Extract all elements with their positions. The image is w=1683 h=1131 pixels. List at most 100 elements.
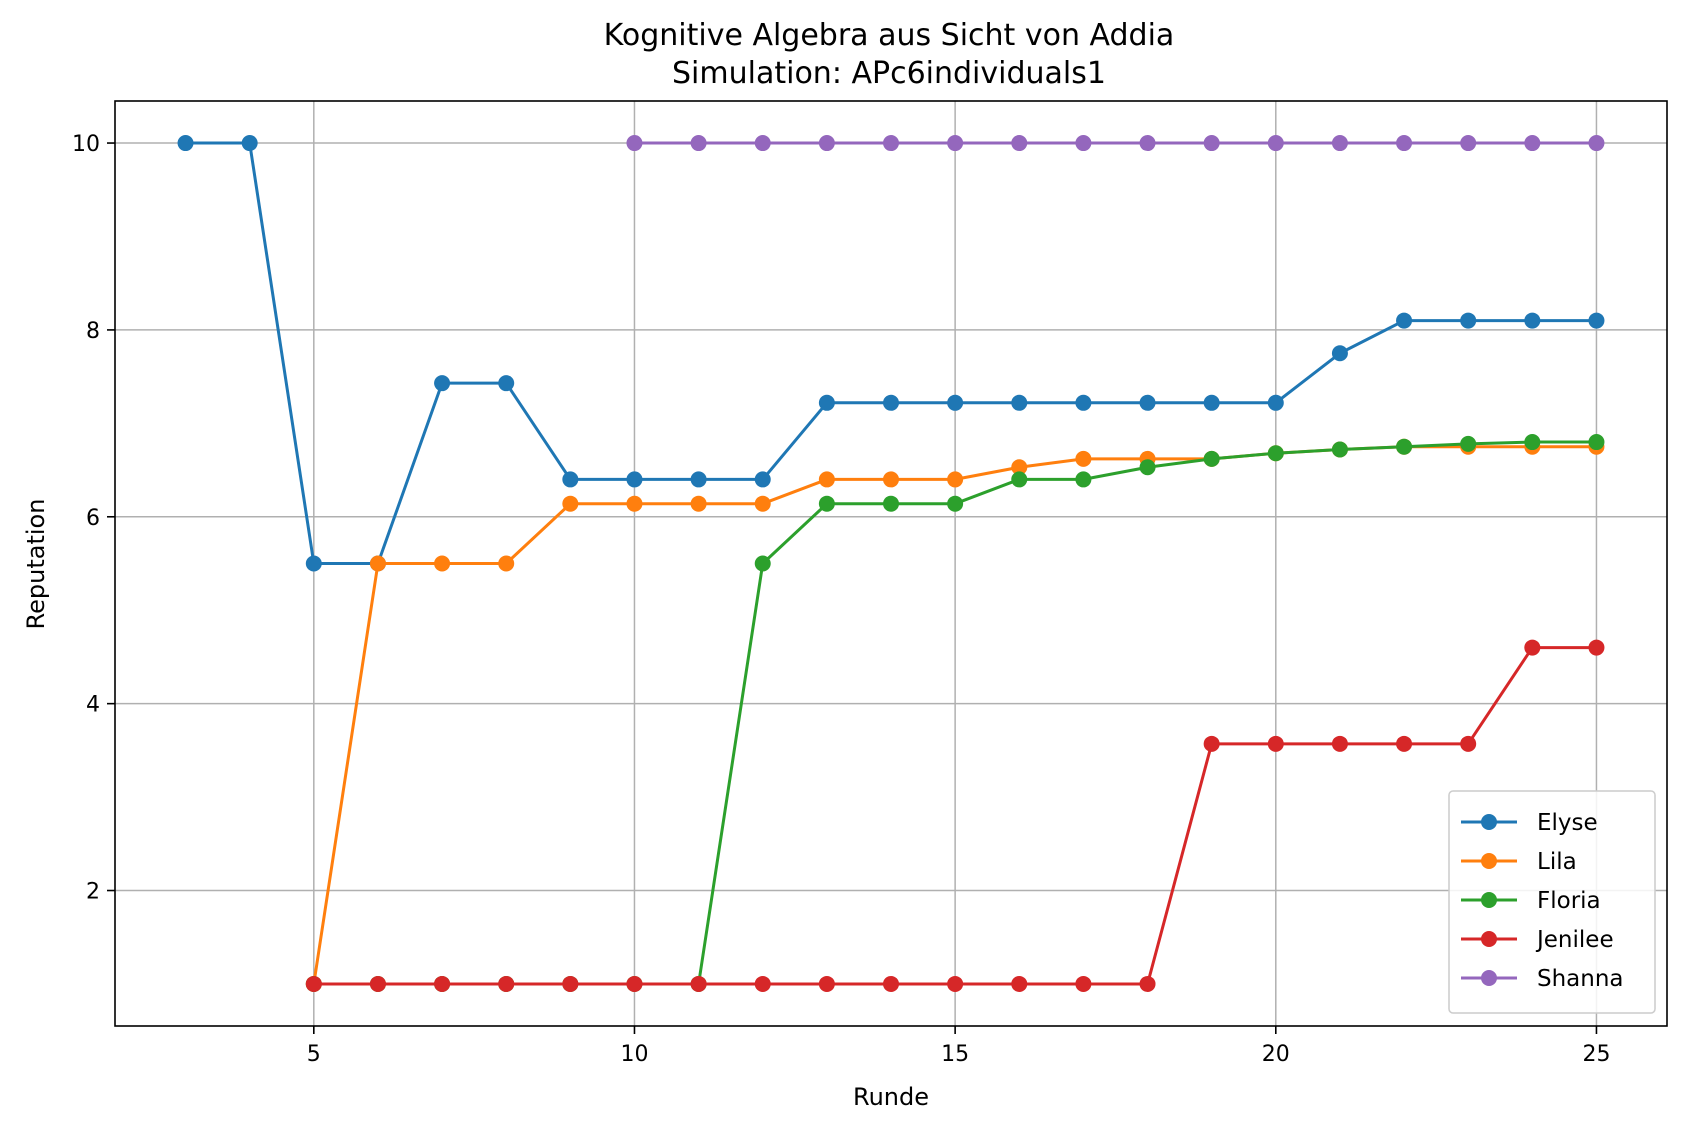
series-group (177, 135, 1605, 992)
data-point-elyse (626, 471, 643, 488)
data-point-elyse (1396, 312, 1413, 329)
data-point-lila (1075, 450, 1092, 467)
data-point-shanna (1331, 135, 1348, 152)
plot-frame (114, 100, 1668, 1027)
data-point-floria (947, 495, 964, 512)
data-point-jenilee (498, 975, 515, 992)
legend-marker-shanna (1481, 970, 1497, 986)
data-point-elyse (1139, 394, 1156, 411)
data-point-floria (1203, 450, 1220, 467)
data-point-jenilee (1460, 735, 1477, 752)
data-point-shanna (1011, 135, 1028, 152)
data-point-lila (754, 495, 771, 512)
data-point-jenilee (1588, 639, 1605, 656)
legend-label-jenilee: Jenilee (1535, 927, 1614, 953)
data-point-jenilee (1267, 735, 1284, 752)
data-point-jenilee (1331, 735, 1348, 752)
data-point-lila (947, 471, 964, 488)
data-point-elyse (947, 394, 964, 411)
data-point-elyse (1460, 312, 1477, 329)
data-point-jenilee (305, 975, 322, 992)
series-jenilee (305, 639, 1605, 992)
x-axis-label: Runde (853, 1083, 929, 1111)
data-point-floria (1139, 459, 1156, 476)
data-point-shanna (1396, 135, 1413, 152)
data-point-jenilee (626, 975, 643, 992)
data-point-elyse (305, 555, 322, 572)
data-point-floria (754, 555, 771, 572)
data-point-floria (1524, 434, 1541, 451)
data-point-shanna (883, 135, 899, 152)
data-point-floria (1075, 471, 1092, 488)
x-tick-label: 15 (941, 1042, 969, 1067)
data-point-elyse (754, 471, 771, 488)
legend-box (1448, 790, 1656, 1014)
data-point-jenilee (562, 975, 579, 992)
data-point-elyse (1011, 394, 1028, 411)
legend-label-shanna: Shanna (1537, 966, 1624, 992)
data-point-elyse (690, 471, 707, 488)
x-tick-label: 20 (1262, 1042, 1290, 1067)
data-point-lila (883, 471, 899, 488)
data-point-lila (1011, 459, 1028, 476)
data-point-shanna (1524, 135, 1541, 152)
data-point-shanna (1267, 135, 1284, 152)
data-point-jenilee (1396, 735, 1413, 752)
data-point-lila (369, 555, 386, 572)
data-point-jenilee (434, 975, 451, 992)
data-point-lila (690, 495, 707, 512)
data-point-elyse (1075, 394, 1092, 411)
series-shanna (626, 135, 1605, 152)
legend-marker-elyse (1481, 814, 1497, 830)
data-point-jenilee (947, 975, 964, 992)
data-point-elyse (818, 394, 835, 411)
x-tick-label: 5 (307, 1042, 321, 1067)
axis-ticks: 5 10 15 20 25 2 4 6 8 10 (72, 132, 1610, 1067)
legend-label-lila: Lila (1537, 849, 1577, 875)
data-point-floria (1011, 471, 1028, 488)
legend-item-elyse: Elyse (1461, 810, 1598, 836)
data-point-jenilee (1075, 975, 1092, 992)
data-point-elyse (1588, 312, 1605, 329)
data-point-jenilee (1011, 975, 1028, 992)
legend: Elyse Lila Floria Jenilee Shanna (1448, 790, 1656, 1014)
y-tick-label: 2 (86, 880, 100, 905)
legend-item-lila: Lila (1461, 849, 1577, 875)
x-tick-label: 10 (620, 1042, 648, 1067)
data-point-shanna (1139, 135, 1156, 152)
data-point-shanna (1203, 135, 1220, 152)
data-point-jenilee (369, 975, 386, 992)
data-point-shanna (690, 135, 707, 152)
y-tick-label: 8 (86, 319, 100, 344)
y-tick-label: 10 (72, 132, 100, 157)
data-point-shanna (1588, 135, 1605, 152)
data-point-elyse (241, 135, 258, 152)
data-point-elyse (1331, 345, 1348, 362)
data-point-floria (1396, 438, 1413, 455)
data-point-elyse (498, 375, 515, 392)
legend-marker-jenilee (1481, 931, 1497, 947)
data-point-elyse (1524, 312, 1541, 329)
legend-label-floria: Floria (1537, 888, 1601, 914)
data-point-elyse (883, 394, 899, 411)
data-point-lila (818, 471, 835, 488)
data-point-elyse (434, 375, 451, 392)
y-tick-label: 6 (86, 506, 100, 531)
legend-item-shanna: Shanna (1461, 966, 1624, 992)
data-point-jenilee (883, 975, 899, 992)
data-point-jenilee (1524, 639, 1541, 656)
data-point-floria (1460, 435, 1477, 452)
data-point-floria (1331, 441, 1348, 458)
chart-title: Kognitive Algebra aus Sicht von Addia (604, 18, 1175, 53)
data-point-jenilee (1139, 975, 1156, 992)
data-point-shanna (818, 135, 835, 152)
legend-marker-lila (1481, 853, 1497, 869)
data-point-floria (883, 495, 899, 512)
y-tick-label: 4 (86, 693, 100, 718)
data-point-shanna (1460, 135, 1477, 152)
legend-label-elyse: Elyse (1537, 810, 1598, 836)
data-point-shanna (626, 135, 643, 152)
data-point-elyse (177, 135, 194, 152)
